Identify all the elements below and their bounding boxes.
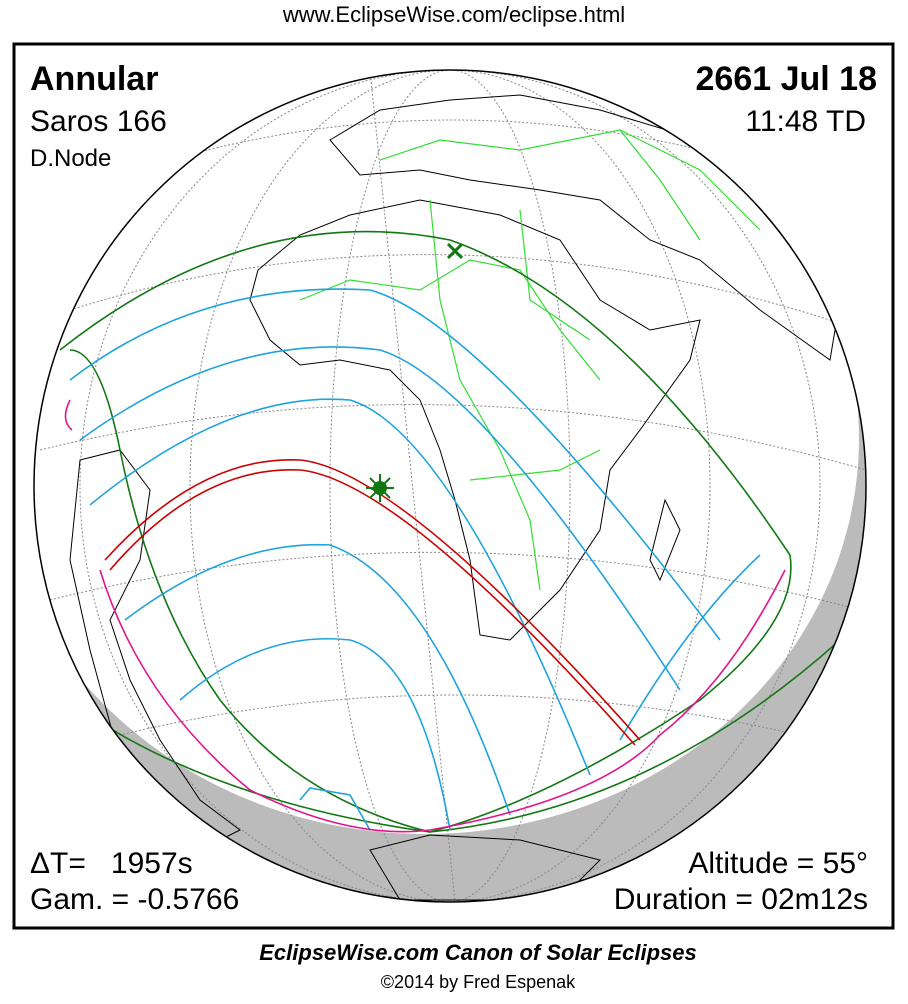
borders — [299, 129, 761, 591]
delta-t: ΔT= 1957s — [30, 847, 193, 880]
node: D.Node — [30, 145, 111, 172]
saros: Saros 166 — [30, 105, 167, 138]
greatest-eclipse-marker — [446, 242, 464, 260]
url: www.EclipseWise.com/eclipse.html — [282, 2, 625, 27]
greatest-duration-marker — [366, 474, 394, 502]
footer-title: EclipseWise.com Canon of Solar Eclipses — [259, 940, 697, 965]
continents — [69, 94, 841, 901]
globe — [34, 70, 866, 902]
date: 2661 Jul 18 — [696, 60, 877, 98]
eclipse-paths — [59, 230, 841, 833]
time: 11:48 TD — [745, 105, 866, 138]
altitude: Altitude = 55° — [688, 847, 868, 880]
eclipse-type: Annular — [30, 60, 158, 98]
duration: Duration = 02m12s — [614, 883, 868, 916]
gamma: Gam. = -0.5766 — [30, 883, 239, 916]
copyright: ©2014 by Fred Espenak — [381, 972, 576, 992]
globe-outline — [33, 69, 867, 903]
